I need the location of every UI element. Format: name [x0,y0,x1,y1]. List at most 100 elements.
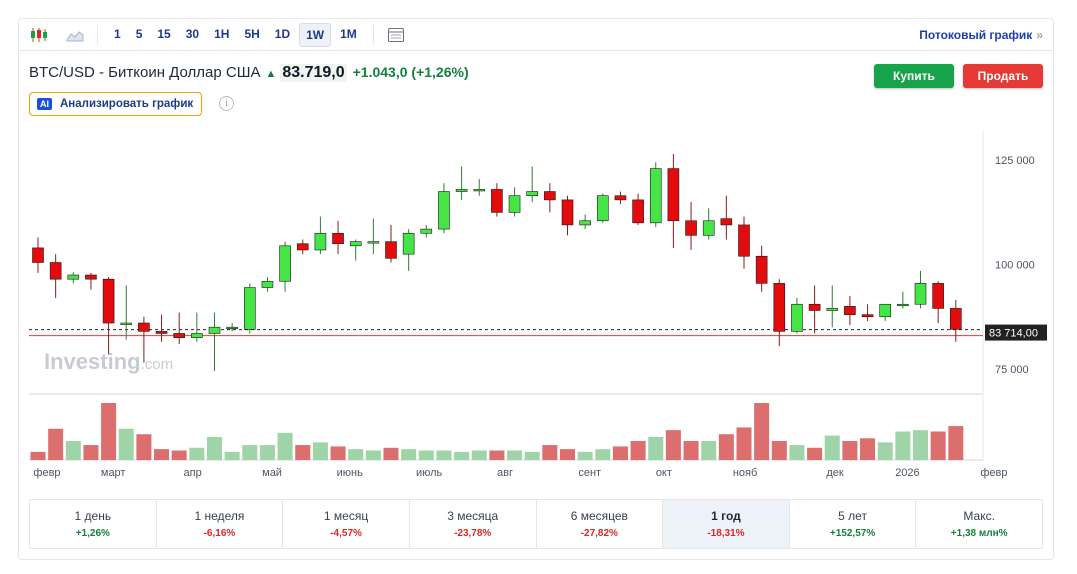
volume-bar [860,438,876,460]
volume-bar [630,441,646,460]
timeframe-5h[interactable]: 5H [244,26,260,41]
candle-body [949,308,962,330]
candle-body [491,189,503,213]
period-change: -18,31% [707,528,745,539]
candle-body [261,280,274,288]
toolbar-divider [372,24,374,45]
candle-body [226,326,238,330]
volume-bar [101,403,117,460]
candle-body [67,274,80,280]
period-label: Макс. [963,509,995,523]
area-chart-icon[interactable] [63,23,87,47]
x-tick-label: февр [33,467,60,479]
candle-body [614,195,627,201]
timeframe-1w[interactable]: 1W [299,22,332,47]
candle-body [332,232,344,245]
candle-body [279,245,291,282]
volume-bar [224,451,240,460]
x-tick-label: июнь [337,467,363,479]
volume-bar [948,426,964,460]
analyze-chart-button[interactable]: AI Анализировать график [29,92,203,116]
candle-body [844,306,856,315]
volume-bar [595,449,611,460]
last-price-tag-label: 83 714,00 [989,328,1038,340]
timeframe-1d[interactable]: 1D [274,26,291,41]
period-0[interactable]: 1 день +1,26% [30,500,157,548]
volume-bar [913,430,928,460]
volume-bar [560,449,575,460]
x-tick-label: дек [826,467,844,479]
timeframe-5[interactable]: 5 [135,26,143,41]
volume-bar [365,450,381,460]
period-change: +1,38 млн% [950,528,1008,539]
candle-body [138,322,150,332]
volume-bar [348,449,364,460]
candle-body [738,224,750,257]
period-label: 1 день [74,509,112,523]
buy-button[interactable]: Купить [874,64,954,88]
table-view-icon[interactable] [384,23,408,47]
timeframe-15[interactable]: 15 [157,26,171,41]
period-5[interactable]: 1 год -18,31% [663,500,790,548]
x-tick-label: апр [184,467,202,479]
candle-body [720,218,733,226]
period-change: +152,57% [829,528,876,539]
chevron-right-icon: » [1036,28,1043,42]
volume-bar [312,442,328,460]
arrow-up-icon: ▲ [265,68,277,80]
sell-button[interactable]: Продать [963,64,1043,88]
price-change-abs: +1.043,0 [352,64,408,80]
candle-body [773,283,786,332]
x-tick-label: нояб [733,467,757,479]
timeframe-30[interactable]: 30 [185,26,200,41]
period-label: 1 год [711,509,741,523]
volume-bar [895,431,911,460]
period-4[interactable]: 6 месяцев -27,82% [537,500,664,548]
volume-bar [665,430,681,460]
period-label: 1 месяц [323,509,369,523]
period-2[interactable]: 1 месяц -4,57% [283,500,410,548]
period-change: -23,78% [454,528,492,539]
timeframe-1m[interactable]: 1M [340,26,357,41]
volume-bar [771,441,787,460]
y-tick-label: 75 000 [995,364,1029,376]
candle-body [596,195,609,222]
ai-icon: AI [37,98,52,110]
candle-body [173,333,185,338]
candle-body [385,241,397,259]
volume-bar [383,447,399,460]
volume-bar [136,434,152,460]
streaming-chart-link[interactable]: Потоковый график» [919,28,1043,42]
volume-bar [171,450,187,460]
toolbar-divider [97,24,98,45]
period-6[interactable]: 5 лет +152,57% [790,500,917,548]
period-1[interactable]: 1 неделя -6,16% [157,500,284,548]
candle-body [32,247,44,263]
performance-periods: 1 день +1,26% 1 неделя -6,16% 1 месяц -4,57% 3… [29,499,1043,549]
candle-body [861,314,874,318]
period-7[interactable]: Макс. +1,38 млн% [916,500,1042,548]
candle-body [402,232,415,255]
last-price: 83.719,0 [280,64,347,82]
price-change-pct: (+1,26%) [411,64,469,80]
last-price-tag [985,324,1047,341]
candle-body [667,168,680,222]
candle-body [314,232,327,251]
period-3[interactable]: 3 месяца -23,78% [410,500,537,548]
volume-bar [154,449,170,460]
period-label: 6 месяцев [570,509,628,523]
volume-bar [471,450,487,460]
info-icon[interactable]: i [219,96,234,111]
candle-body [649,168,662,224]
x-tick-label: окт [656,467,672,479]
timeframe-1h[interactable]: 1H [214,26,230,41]
volume-bar [418,450,434,460]
candle-body [897,303,909,307]
candle-body [296,243,309,251]
candle-body [632,199,644,224]
volume-bar [489,450,505,460]
candle-body [155,331,168,334]
candlestick-icon[interactable] [27,23,51,47]
timeframe-1[interactable]: 1 [114,26,121,41]
